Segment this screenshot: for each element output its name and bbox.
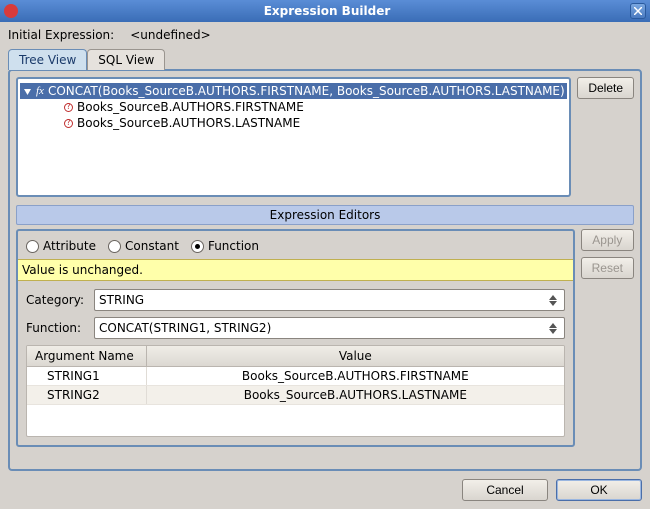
tree-child-node[interactable]: ? Books_SourceB.AUTHORS.LASTNAME <box>20 115 567 131</box>
function-row: Function: CONCAT(STRING1, STRING2) <box>26 317 565 339</box>
window-close-button[interactable] <box>630 3 646 19</box>
status-message: Value is unchanged. <box>18 259 573 281</box>
radio-function[interactable]: Function <box>191 239 259 253</box>
tab-tree-view[interactable]: Tree View <box>8 49 87 70</box>
editor-side-buttons: Apply Reset <box>581 229 634 279</box>
tree-child-node[interactable]: ? Books_SourceB.AUTHORS.FIRSTNAME <box>20 99 567 115</box>
expand-icon[interactable] <box>22 86 32 96</box>
category-value: STRING <box>99 293 546 307</box>
table-row[interactable]: STRING1 Books_SourceB.AUTHORS.FIRSTNAME <box>27 367 564 386</box>
tree-child-label: Books_SourceB.AUTHORS.FIRSTNAME <box>77 100 304 114</box>
column-header-value[interactable]: Value <box>147 346 564 366</box>
tab-sql-view[interactable]: SQL View <box>87 49 165 70</box>
reset-button[interactable]: Reset <box>581 257 634 279</box>
spinner-icon <box>546 295 560 306</box>
argument-icon: ? <box>64 103 73 112</box>
delete-button[interactable]: Delete <box>577 77 634 99</box>
initial-expression-value: <undefined> <box>130 28 210 42</box>
ok-button[interactable]: OK <box>556 479 642 501</box>
category-row: Category: STRING <box>26 289 565 311</box>
table-row[interactable]: STRING2 Books_SourceB.AUTHORS.LASTNAME <box>27 386 564 405</box>
radio-icon <box>191 240 204 253</box>
function-value: CONCAT(STRING1, STRING2) <box>99 321 546 335</box>
initial-expression-label: Initial Expression: <box>8 28 114 42</box>
argument-table-header: Argument Name Value <box>27 346 564 367</box>
expression-tree[interactable]: fx CONCAT(Books_SourceB.AUTHORS.FIRSTNAM… <box>16 77 571 197</box>
expression-editors-header: Expression Editors <box>16 205 634 225</box>
tree-child-label: Books_SourceB.AUTHORS.LASTNAME <box>77 116 300 130</box>
spinner-icon <box>546 323 560 334</box>
dialog-client-area: Initial Expression: <undefined> Tree Vie… <box>0 22 650 509</box>
argument-name-cell: STRING2 <box>27 386 147 404</box>
window-titlebar: Expression Builder <box>0 0 650 22</box>
argument-table: Argument Name Value STRING1 Books_Source… <box>26 345 565 437</box>
tree-root-node[interactable]: fx CONCAT(Books_SourceB.AUTHORS.FIRSTNAM… <box>20 83 567 99</box>
tree-root-label: CONCAT(Books_SourceB.AUTHORS.FIRSTNAME, … <box>48 84 565 98</box>
argument-icon: ? <box>64 119 73 128</box>
radio-attribute[interactable]: Attribute <box>26 239 96 253</box>
argument-name-cell: STRING1 <box>27 367 147 385</box>
type-radio-group: Attribute Constant Function <box>26 239 565 253</box>
app-icon <box>4 4 18 18</box>
tree-section: fx CONCAT(Books_SourceB.AUTHORS.FIRSTNAM… <box>16 77 634 197</box>
window-title: Expression Builder <box>24 4 630 18</box>
tab-bar: Tree View SQL View <box>8 48 642 70</box>
radio-function-label: Function <box>208 239 259 253</box>
argument-value-cell: Books_SourceB.AUTHORS.FIRSTNAME <box>147 367 564 385</box>
argument-value-cell: Books_SourceB.AUTHORS.LASTNAME <box>147 386 564 404</box>
radio-attribute-label: Attribute <box>43 239 96 253</box>
tree-side-buttons: Delete <box>577 77 634 99</box>
function-label: Function: <box>26 321 88 335</box>
cancel-button[interactable]: Cancel <box>462 479 548 501</box>
radio-constant-label: Constant <box>125 239 179 253</box>
radio-constant[interactable]: Constant <box>108 239 179 253</box>
radio-icon <box>26 240 39 253</box>
category-label: Category: <box>26 293 88 307</box>
function-combo[interactable]: CONCAT(STRING1, STRING2) <box>94 317 565 339</box>
close-icon <box>634 7 642 15</box>
argument-table-body: STRING1 Books_SourceB.AUTHORS.FIRSTNAME … <box>27 367 564 427</box>
dialog-button-row: Cancel OK <box>8 479 642 501</box>
editor-frame: Attribute Constant Function Value is unc… <box>16 229 575 447</box>
category-combo[interactable]: STRING <box>94 289 565 311</box>
apply-button[interactable]: Apply <box>581 229 634 251</box>
initial-expression-row: Initial Expression: <undefined> <box>8 28 642 42</box>
radio-icon <box>108 240 121 253</box>
editors-section: Attribute Constant Function Value is unc… <box>16 229 634 463</box>
column-header-argument[interactable]: Argument Name <box>27 346 147 366</box>
function-icon: fx <box>36 85 44 97</box>
main-frame: fx CONCAT(Books_SourceB.AUTHORS.FIRSTNAM… <box>8 69 642 471</box>
